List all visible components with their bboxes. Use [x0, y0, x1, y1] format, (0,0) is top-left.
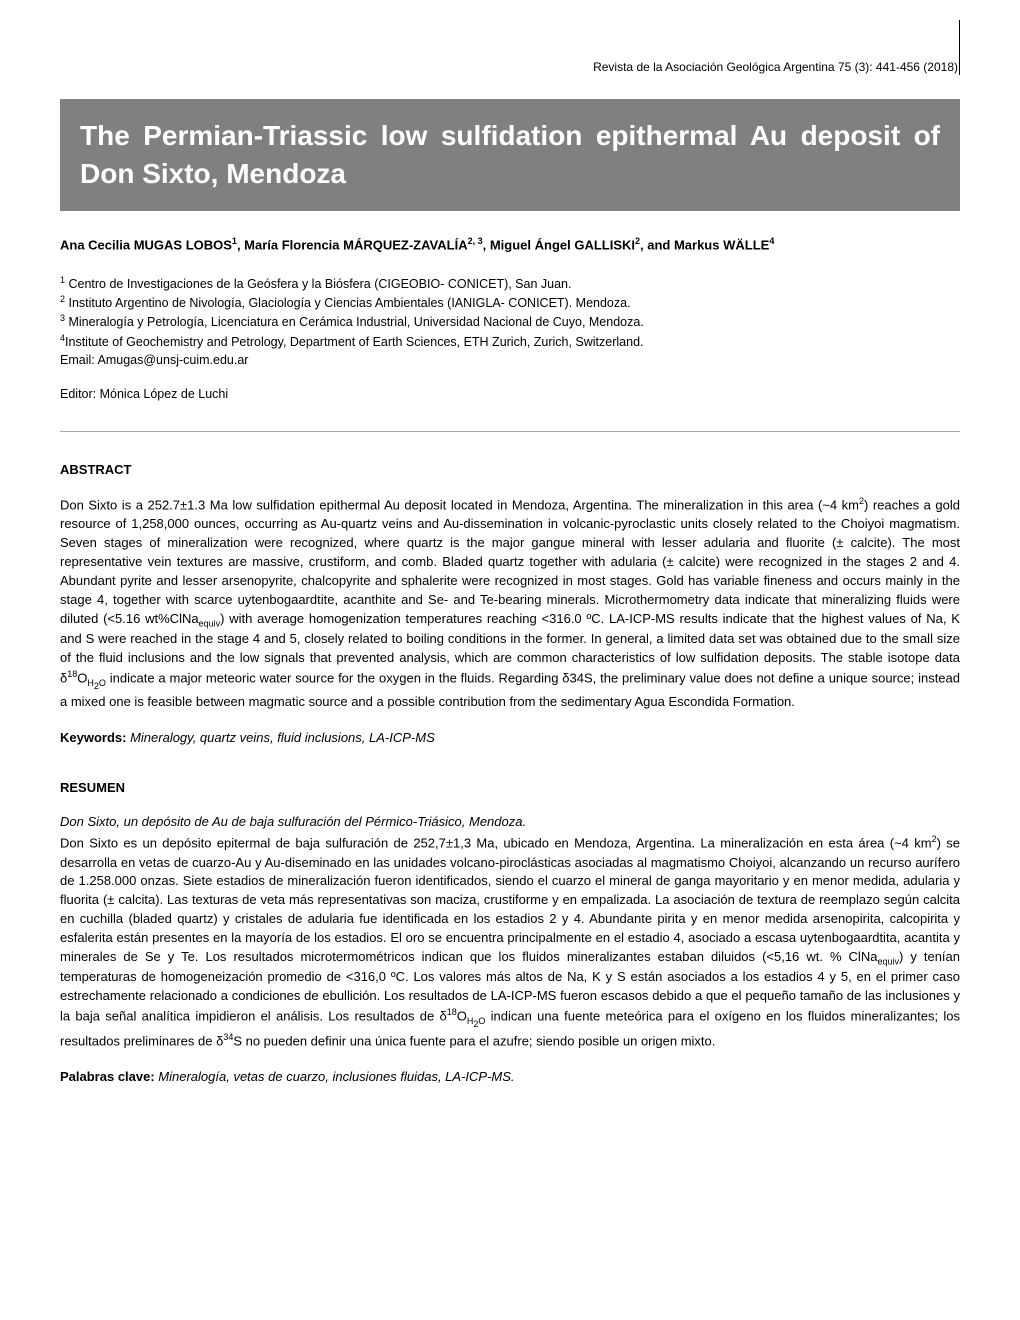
affiliation-2: 2 Instituto Argentino de Nivología, Glac…: [60, 293, 960, 312]
keywords-label: Keywords:: [60, 730, 130, 745]
header-divider: [959, 20, 960, 75]
title-box: The Permian-Triassic low sulfidation epi…: [60, 99, 960, 211]
keywords-line: Keywords: Mineralogy, quartz veins, flui…: [60, 730, 960, 745]
resumen-subtitle: Don Sixto, un depósito de Au de baja sul…: [60, 813, 960, 832]
palabras-items: Mineralogía, vetas de cuarzo, inclusione…: [158, 1069, 514, 1084]
keywords-items: Mineralogy, quartz veins, fluid inclusio…: [130, 730, 435, 745]
abstract-body: Don Sixto is a 252.7±1.3 Ma low sulfidat…: [60, 495, 960, 711]
editor-line: Editor: Mónica López de Luchi: [60, 387, 960, 401]
journal-citation: Revista de la Asociación Geológica Argen…: [60, 60, 960, 74]
affiliation-1: 1 Centro de Investigaciones de la Geósfe…: [60, 274, 960, 293]
authors-list: Ana Cecilia MUGAS LOBOS1, María Florenci…: [60, 236, 960, 252]
resumen-heading: RESUMEN: [60, 780, 960, 795]
affiliation-4: 4Institute of Geochemistry and Petrology…: [60, 332, 960, 351]
section-divider: [60, 431, 960, 432]
resumen-body: Don Sixto es un depósito epitermal de ba…: [60, 833, 960, 1051]
palabras-label: Palabras clave:: [60, 1069, 158, 1084]
abstract-heading: ABSTRACT: [60, 462, 960, 477]
palabras-clave-line: Palabras clave: Mineralogía, vetas de cu…: [60, 1069, 960, 1084]
affiliation-email: Email: Amugas@unsj-cuim.edu.ar: [60, 351, 960, 369]
affiliation-3: 3 Mineralogía y Petrología, Licenciatura…: [60, 312, 960, 331]
affiliations-block: 1 Centro de Investigaciones de la Geósfe…: [60, 274, 960, 369]
article-title: The Permian-Triassic low sulfidation epi…: [80, 117, 940, 193]
